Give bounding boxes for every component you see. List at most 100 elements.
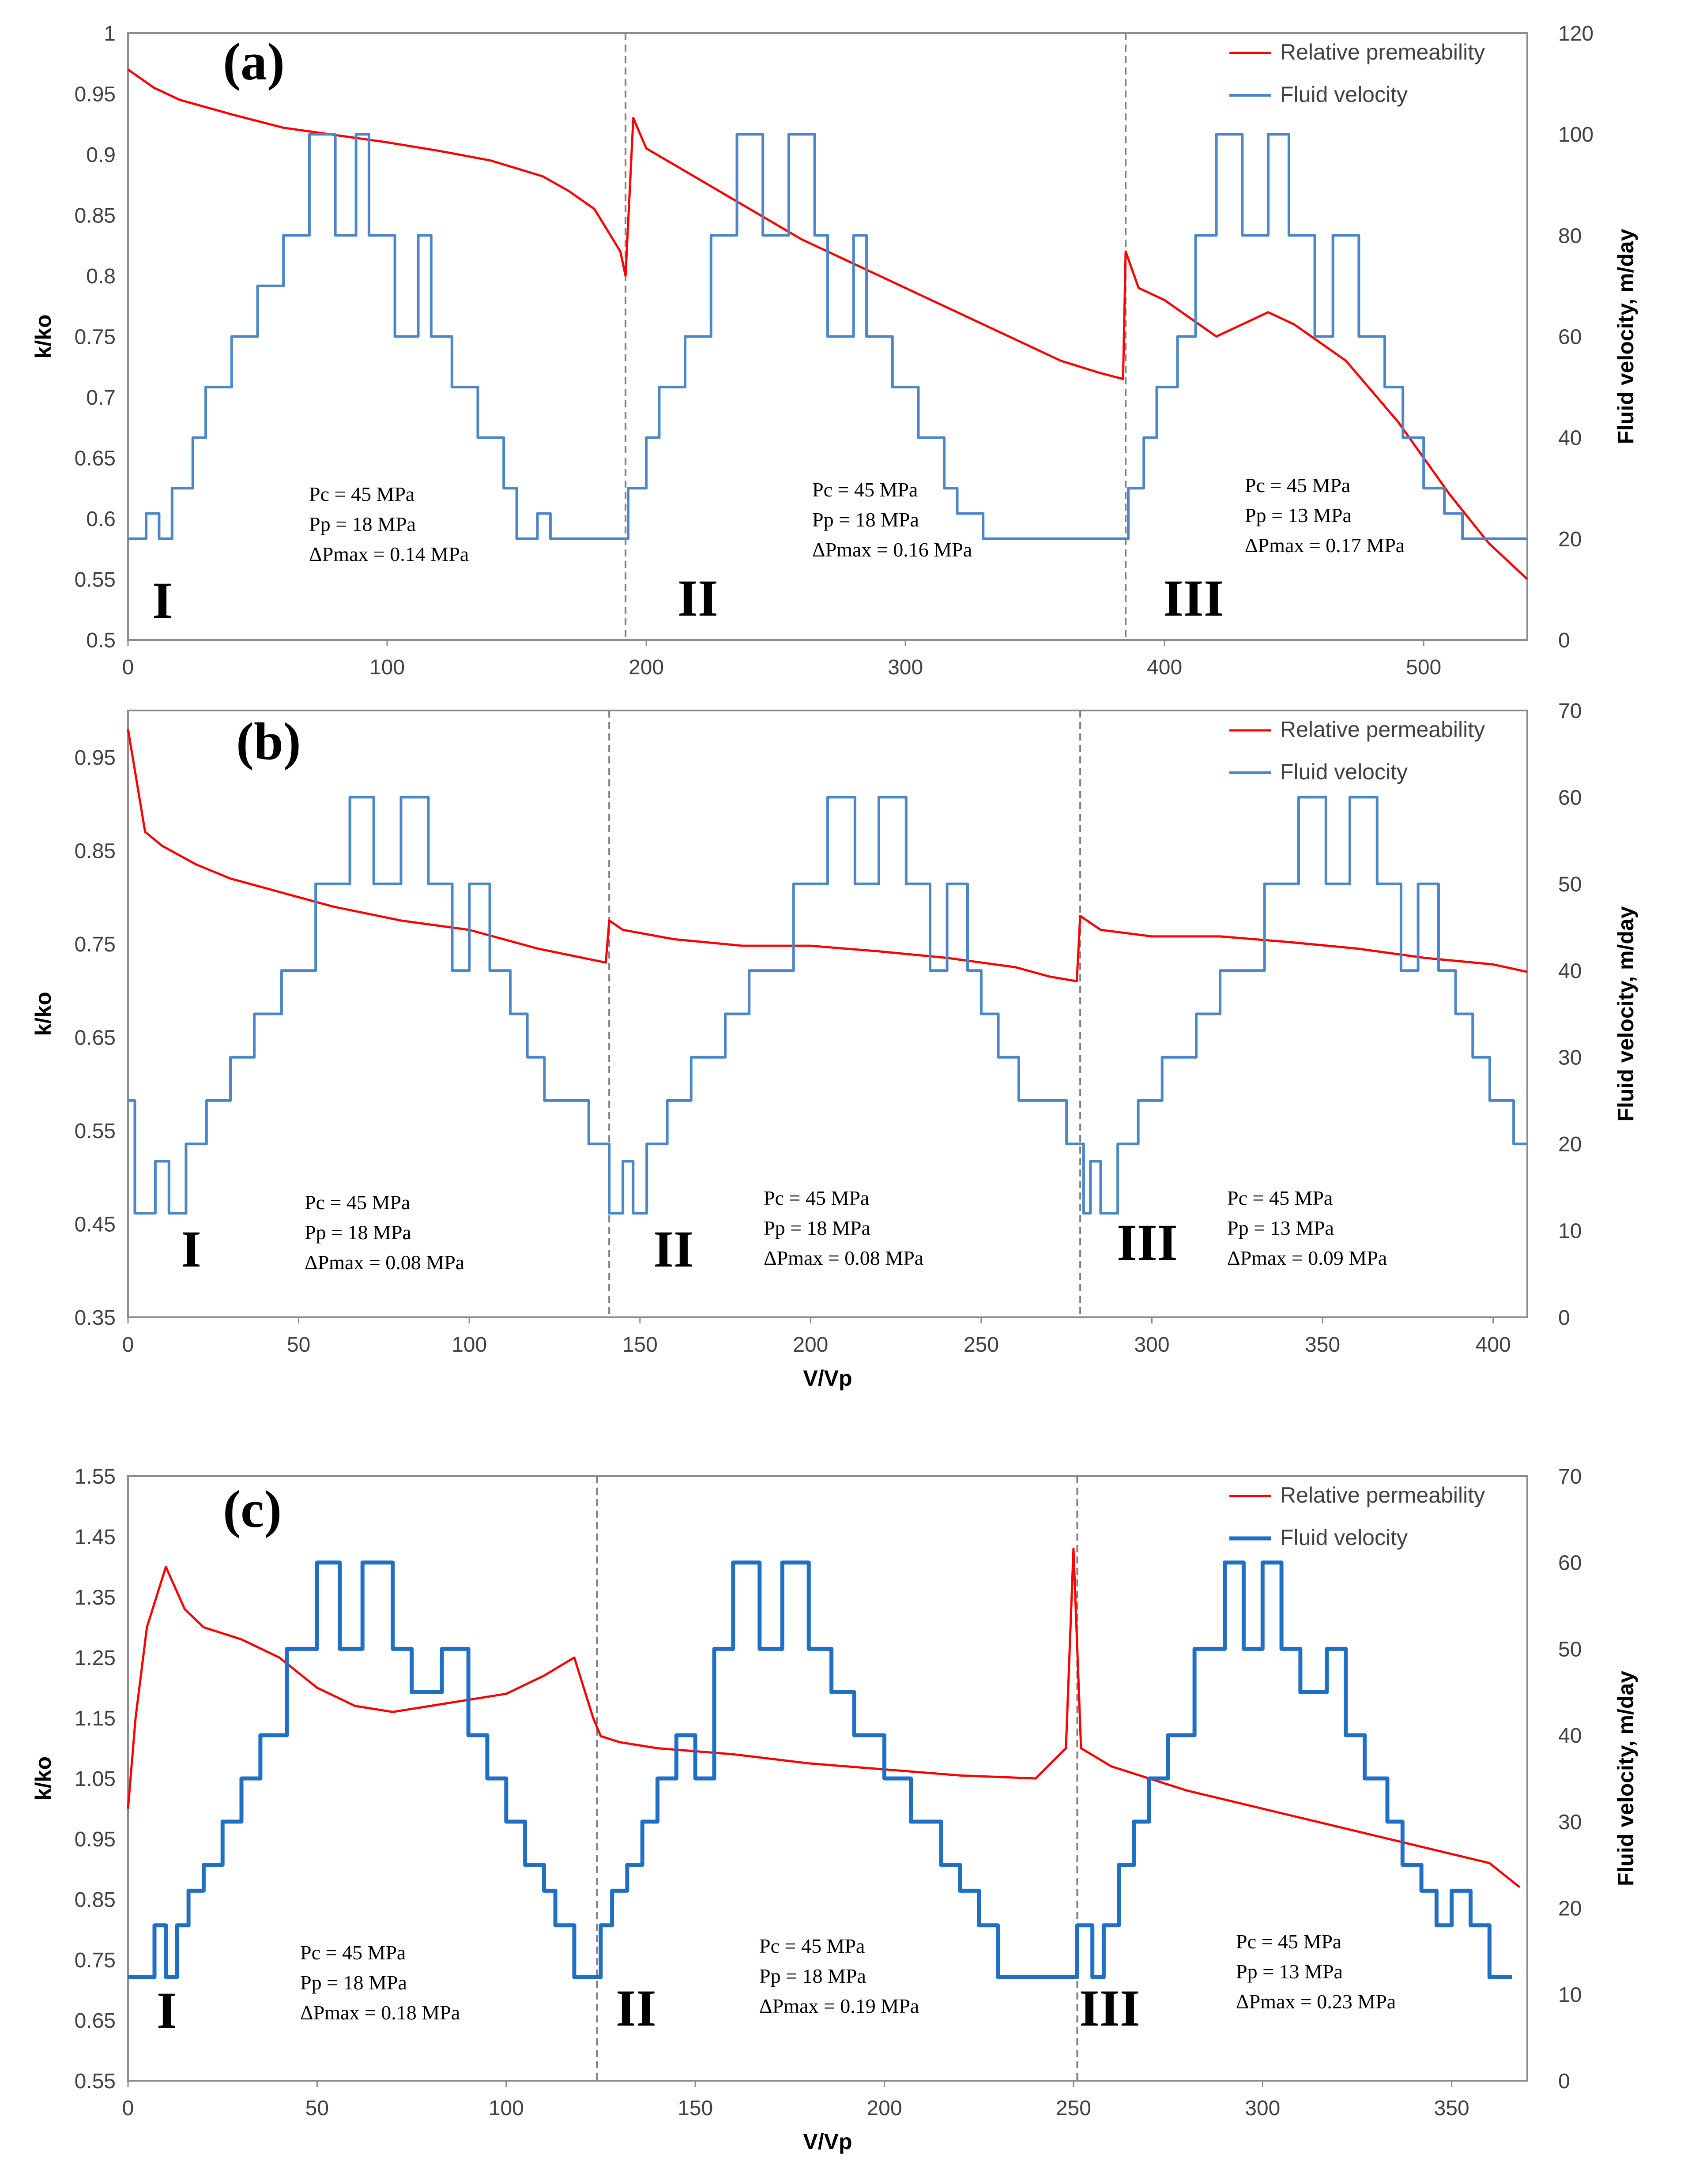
stage-condition-text: Pc = 45 MPa [309,483,414,505]
stage-condition-text: Pc = 45 MPa [1227,1187,1333,1209]
x-tick-label: 300 [1245,2097,1280,2120]
y2-tick-label: 60 [1558,326,1582,349]
stage-condition-text: Pc = 45 MPa [1236,1930,1341,1953]
stage-condition-text: Pp = 13 MPa [1245,504,1352,526]
series-line-relative-permeability [127,1547,1521,1888]
legend-label: Relative permeability [1280,1483,1485,1507]
stage-numeral: I [181,1220,201,1278]
stage-condition-text: Pp = 13 MPa [1236,1960,1343,1983]
y2-tick-label: 50 [1558,1638,1582,1661]
y-tick-label: 0.85 [75,839,116,863]
x-tick-label: 350 [1305,1333,1340,1357]
stage-condition-text: Pp = 18 MPa [764,1217,870,1239]
stage-condition-text: ΔPmax = 0.08 MPa [305,1251,464,1274]
series-line-fluid-velocity [128,133,1527,540]
panel-label: (b) [236,712,301,771]
y-tick-label: 0.85 [75,204,116,228]
stage-condition-text: Pp = 18 MPa [309,513,416,535]
legend-label: Relative premeability [1280,40,1485,64]
series-line-fluid-velocity [128,1560,1512,1979]
x-tick-label: 150 [622,1333,658,1357]
y2-tick-label: 30 [1558,1046,1582,1070]
y2-tick-label: 10 [1558,1983,1582,2007]
stage-numeral: II [678,569,718,627]
y2-tick-label: 100 [1558,123,1594,147]
stage-condition-text: Pp = 18 MPa [759,1965,866,1987]
stage-condition-text: Pc = 45 MPa [1245,474,1350,496]
y-axis-label: k/ko [31,314,56,358]
stage-condition-text: Pc = 45 MPa [764,1187,869,1209]
y2-tick-label: 50 [1558,873,1582,896]
y-tick-label: 1.45 [75,1526,116,1549]
y-tick-label: 0.95 [75,746,116,770]
x-tick-label: 350 [1434,2097,1469,2120]
x-tick-label: 200 [793,1333,828,1357]
y-tick-label: 0.7 [86,386,116,410]
stage-condition-text: Pp = 13 MPa [1227,1217,1334,1239]
y2-axis-label: Fluid velocity, m/day [1613,229,1638,444]
y-tick-label: 0.5 [86,629,116,652]
y-tick-label: 1.15 [75,1707,116,1730]
stage-condition-text: ΔPmax = 0.17 MPa [1245,534,1405,556]
y2-tick-label: 0 [1558,1306,1570,1330]
y2-tick-label: 120 [1558,22,1594,45]
stage-condition-text: ΔPmax = 0.23 MPa [1236,1990,1396,2013]
x-tick-label: 0 [122,656,134,679]
y2-tick-label: 10 [1558,1220,1582,1243]
x-tick-label: 100 [489,2097,524,2120]
y-tick-label: 0.35 [75,1306,116,1330]
panel-label: (c) [223,1480,282,1538]
x-tick-label: 500 [1406,656,1441,679]
y-tick-label: 0.6 [86,507,116,531]
y-axis-label: k/ko [31,992,56,1036]
stage-numeral: III [1163,569,1224,627]
stage-numeral: III [1079,1979,1140,2037]
y-tick-label: 0.45 [75,1213,116,1236]
x-tick-label: 50 [287,1333,310,1357]
x-tick-label: 100 [369,656,405,679]
chart-panel-c: 0 50 100 150 200 250 300 3500.550.650.750.850.9… [31,1465,1638,2154]
legend-label: Fluid velocity [1280,759,1408,784]
x-tick-label: 300 [888,656,923,679]
y-tick-label: 0.95 [75,83,116,106]
y2-tick-label: 60 [1558,786,1582,809]
y-tick-label: 1 [104,22,116,45]
y-tick-label: 0.8 [86,265,116,288]
series-line-fluid-velocity [128,796,1527,1215]
stage-condition-text: Pc = 45 MPa [812,478,918,501]
stage-condition-text: Pc = 45 MPa [305,1191,410,1214]
stage-numeral: III [1117,1214,1178,1271]
series-line-relative-permeability [127,68,1528,580]
y-tick-label: 1.55 [75,1465,116,1489]
y-axis-label: k/ko [31,1756,56,1801]
x-tick-label: 200 [866,2097,902,2120]
y2-tick-label: 70 [1558,1465,1582,1489]
chart-panel-a: 0 100 200 300 400 5000.50.550.60.650.70.750.8… [31,22,1638,679]
y2-tick-label: 40 [1558,1724,1582,1748]
stage-condition-text: ΔPmax = 0.16 MPa [812,538,972,561]
stage-condition-text: ΔPmax = 0.19 MPa [759,1995,919,2017]
y-tick-label: 0.55 [75,568,116,592]
x-tick-label: 0 [122,2097,134,2120]
y2-tick-label: 20 [1558,528,1582,551]
legend-label: Fluid velocity [1280,1525,1408,1550]
x-tick-label: 300 [1134,1333,1169,1357]
x-tick-label: 400 [1476,1333,1511,1357]
y-tick-label: 0.55 [75,1120,116,1143]
stage-condition-text: ΔPmax = 0.14 MPa [309,543,469,565]
stage-numeral: II [616,1979,656,2037]
chart-panel-b: 0 50 100 150 200 250 300 350 4000.350.450.550.65… [31,699,1638,1391]
x-tick-label: 250 [1056,2097,1091,2120]
stage-condition-text: Pp = 18 MPa [305,1221,411,1244]
y2-tick-label: 70 [1558,699,1582,723]
stage-condition-text: ΔPmax = 0.18 MPa [300,2001,460,2024]
y-tick-label: 0.95 [75,1828,116,1851]
x-axis-label: V/Vp [803,2129,852,2154]
y2-tick-label: 40 [1558,959,1582,983]
y2-tick-label: 30 [1558,1811,1582,1834]
y-tick-label: 0.65 [75,2009,116,2033]
y-tick-label: 1.35 [75,1586,116,1609]
y2-tick-label: 0 [1558,2070,1570,2093]
